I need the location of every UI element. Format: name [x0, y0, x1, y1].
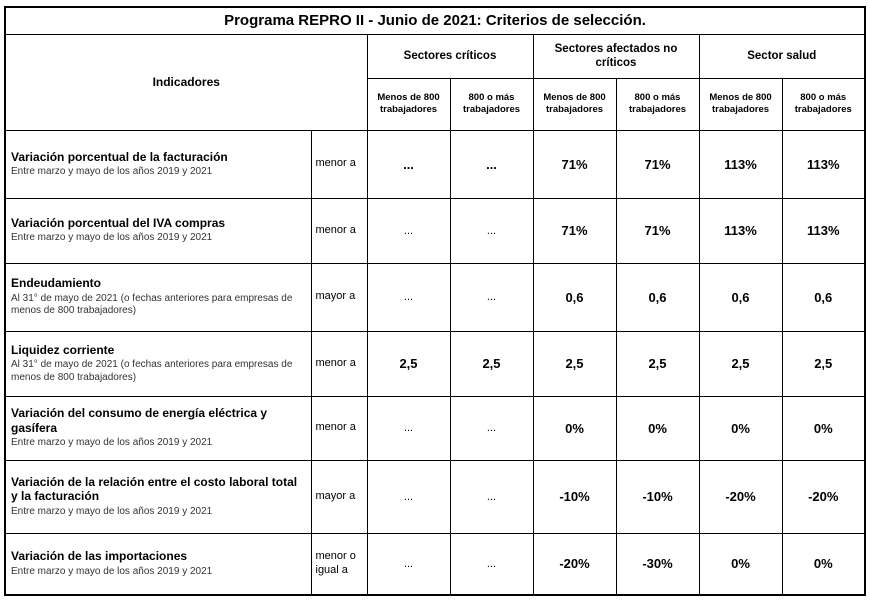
value-cell: -30%	[615, 532, 700, 596]
indicator-cell: Variación de las importaciones Entre mar…	[4, 532, 312, 596]
table-row: Variación porcentual de la facturación E…	[4, 129, 866, 199]
sub-header-row: Menos de 800 trabajadores 800 o más trab…	[5, 77, 866, 131]
subheader-criticos-menos-800: Menos de 800 trabajadores	[366, 77, 451, 131]
condition-cell: menor a	[310, 129, 368, 199]
value-cell: -20%	[698, 459, 783, 534]
indicator-note: Entre marzo y mayo de los años 2019 y 20…	[11, 232, 213, 244]
group-header-sectores-afectados-no-criticos: Sectores afectados no críticos	[532, 33, 700, 79]
value-cell: 0,6	[532, 262, 617, 332]
value-cell: 0%	[615, 395, 700, 461]
value-cell: -20%	[532, 532, 617, 596]
indicator-cell: Endeudamiento Al 31° de mayo de 2021 (o …	[4, 262, 312, 332]
value-cell: 2,5	[366, 330, 451, 397]
value-cell: 2,5	[615, 330, 700, 397]
indicator-name: Variación de la relación entre el costo …	[11, 474, 298, 504]
value-cell: 0,6	[781, 262, 866, 332]
value-cell: 0,6	[698, 262, 783, 332]
condition-cell: menor a	[310, 395, 368, 461]
table-row: Variación del consumo de energía eléctri…	[4, 395, 866, 461]
indicator-name: Variación de las importaciones	[11, 549, 188, 564]
indicator-note: Entre marzo y mayo de los años 2019 y 20…	[11, 505, 213, 517]
value-cell: 113%	[781, 197, 866, 264]
indicator-note: Entre marzo y mayo de los años 2019 y 20…	[11, 565, 213, 577]
value-cell: -10%	[615, 459, 700, 534]
table-row: Variación de la relación entre el costo …	[4, 459, 866, 534]
value-cell: 71%	[615, 129, 700, 199]
subheader-no-criticos-800-o-mas: 800 o más trabajadores	[615, 77, 700, 131]
subheader-no-criticos-menos-800: Menos de 800 trabajadores	[532, 77, 617, 131]
title-row: Programa REPRO II - Junio de 2021: Crite…	[4, 6, 866, 35]
value-cell: 113%	[781, 129, 866, 199]
value-cell: ...	[366, 129, 451, 199]
indicator-note: Entre marzo y mayo de los años 2019 y 20…	[11, 437, 213, 449]
group-header-sector-salud: Sector salud	[698, 33, 866, 79]
value-cell: ...	[449, 262, 534, 332]
condition-cell: mayor a	[310, 262, 368, 332]
value-cell: 71%	[615, 197, 700, 264]
value-cell: 2,5	[698, 330, 783, 397]
value-cell: 0%	[698, 532, 783, 596]
value-cell: -10%	[532, 459, 617, 534]
value-cell: ...	[449, 532, 534, 596]
value-cell: 113%	[698, 197, 783, 264]
condition-cell: menor a	[310, 330, 368, 397]
indicator-name: Variación porcentual del IVA compras	[11, 216, 226, 231]
criteria-table: Programa REPRO II - Junio de 2021: Crite…	[4, 6, 866, 596]
table-row: Endeudamiento Al 31° de mayo de 2021 (o …	[4, 262, 866, 332]
value-cell: ...	[366, 395, 451, 461]
value-cell: 0,6	[615, 262, 700, 332]
indicator-note: Entre marzo y mayo de los años 2019 y 20…	[11, 165, 213, 177]
subheader-criticos-800-o-mas: 800 o más trabajadores	[449, 77, 534, 131]
indicator-cell: Variación de la relación entre el costo …	[4, 459, 312, 534]
indicator-note: Al 31° de mayo de 2021 (o fechas anterio…	[11, 359, 293, 383]
indicator-note: Al 31° de mayo de 2021 (o fechas anterio…	[11, 292, 293, 317]
indicator-cell: Variación del consumo de energía eléctri…	[4, 395, 312, 461]
table-row: Liquidez corriente Al 31° de mayo de 202…	[4, 330, 866, 397]
value-cell: ...	[366, 197, 451, 264]
value-cell: 2,5	[781, 330, 866, 397]
subheader-salud-menos-800: Menos de 800 trabajadores	[698, 77, 783, 131]
value-cell: 0%	[698, 395, 783, 461]
subheader-salud-800-o-mas: 800 o más trabajadores	[781, 77, 866, 131]
table-row: Variación porcentual del IVA compras Ent…	[4, 197, 866, 264]
value-cell: ...	[366, 532, 451, 596]
value-cell: ...	[449, 395, 534, 461]
value-cell: 0%	[781, 395, 866, 461]
condition-cell: menor o igual a	[310, 532, 368, 596]
value-cell: ...	[449, 459, 534, 534]
indicator-cell: Liquidez corriente Al 31° de mayo de 202…	[4, 330, 312, 397]
indicator-name: Variación porcentual de la facturación	[11, 149, 228, 164]
indicator-cell: Variación porcentual de la facturación E…	[4, 129, 312, 199]
indicator-name: Variación del consumo de energía eléctri…	[11, 406, 268, 435]
indicator-cell: Variación porcentual del IVA compras Ent…	[4, 197, 312, 264]
table-title: Programa REPRO II - Junio de 2021: Crite…	[4, 6, 866, 35]
value-cell: 2,5	[449, 330, 534, 397]
value-cell: ...	[449, 129, 534, 199]
value-cell: ...	[366, 459, 451, 534]
value-cell: 0%	[781, 532, 866, 596]
value-cell: 71%	[532, 197, 617, 264]
group-header-row: Indicadores Sectores críticos Sectores a…	[4, 33, 866, 131]
value-cell: 0%	[532, 395, 617, 461]
value-cell: 71%	[532, 129, 617, 199]
indicators-header: Indicadores	[4, 33, 368, 131]
indicator-name: Liquidez corriente	[11, 342, 115, 357]
indicator-name: Endeudamiento	[11, 276, 102, 291]
value-cell: 113%	[698, 129, 783, 199]
value-cell: ...	[449, 197, 534, 264]
value-cell: 2,5	[532, 330, 617, 397]
table-row: Variación de las importaciones Entre mar…	[4, 532, 866, 596]
group-header-sectores-criticos: Sectores críticos	[366, 33, 534, 79]
condition-cell: mayor a	[310, 459, 368, 534]
condition-cell: menor a	[310, 197, 368, 264]
value-cell: -20%	[781, 459, 866, 534]
value-cell: ...	[366, 262, 451, 332]
